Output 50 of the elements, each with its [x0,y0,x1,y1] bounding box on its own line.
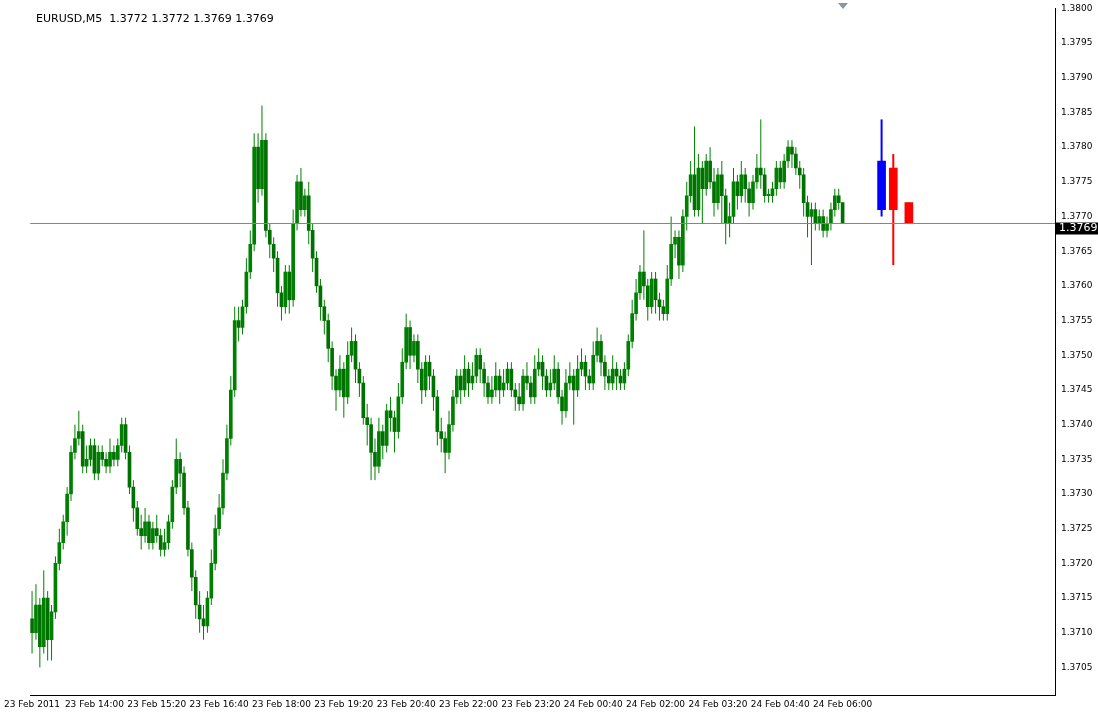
y-tick-label: 1.3780 [1061,141,1093,152]
y-tick-label: 1.3785 [1061,106,1093,117]
x-tick-label: 23 Feb 14:00 [64,698,125,709]
y-tick-label: 1.3770 [1061,210,1093,221]
x-tick-label: 23 Feb 20:40 [376,698,436,709]
y-tick-label: 1.3755 [1061,314,1093,325]
y-tick-label: 1.3735 [1061,453,1093,464]
candlestick [412,333,416,363]
ref-line-label: 1.3769 [1059,221,1098,235]
x-tick-label: 23 Feb 19:20 [314,698,374,709]
y-tick-label: 1.3740 [1061,418,1093,429]
y-tick-label: 1.3730 [1061,488,1093,499]
candlestick [112,444,116,467]
chart-title: EURUSD,M5 1.3772 1.3772 1.3769 1.3769 [36,11,274,25]
y-tick-label: 1.3790 [1061,72,1093,83]
x-tick-label: 24 Feb 02:00 [626,698,686,709]
x-tick-label: 24 Feb 06:00 [813,698,873,709]
y-tick-label: 1.3750 [1061,349,1093,360]
x-tick-label: 23 Feb 2011 [4,698,61,709]
candlestick [778,160,783,190]
candlestick [497,368,502,405]
x-tick-label: 23 Feb 18:00 [251,698,312,709]
x-tick-label: 23 Feb 23:20 [501,698,561,709]
y-tick-label: 1.3715 [1061,592,1093,603]
candlestick [571,368,576,426]
y-tick-label: 1.3795 [1061,37,1093,48]
x-tick-label: 23 Feb 16:40 [189,698,249,709]
candlestick [821,209,825,238]
x-tick-label: 23 Feb 22:00 [438,698,499,709]
candlestick [700,160,705,224]
y-tick-label: 1.3745 [1061,384,1093,395]
candlestick [458,368,463,405]
y-tick-label: 1.3760 [1061,280,1093,291]
y-tick-label: 1.3775 [1061,176,1093,187]
x-tick-label: 24 Feb 04:40 [750,698,811,709]
candlestick [108,438,112,474]
candlestick [817,209,822,231]
x-tick-label: 24 Feb 03:20 [688,698,748,709]
y-tick-label: 1.3710 [1061,627,1093,638]
x-tick-label: 24 Feb 00:40 [563,698,624,709]
candlestick [762,167,767,204]
y-tick-label: 1.3800 [1061,2,1093,13]
y-tick-label: 1.3765 [1061,245,1093,256]
candlestick [610,354,615,391]
y-tick-label: 1.3720 [1061,557,1093,568]
candlestick [96,444,101,481]
y-tick-label: 1.3725 [1061,523,1093,534]
x-tick-label: 23 Feb 15:20 [127,698,187,709]
candlestick [303,188,307,218]
y-tick-label: 1.3705 [1061,661,1093,672]
